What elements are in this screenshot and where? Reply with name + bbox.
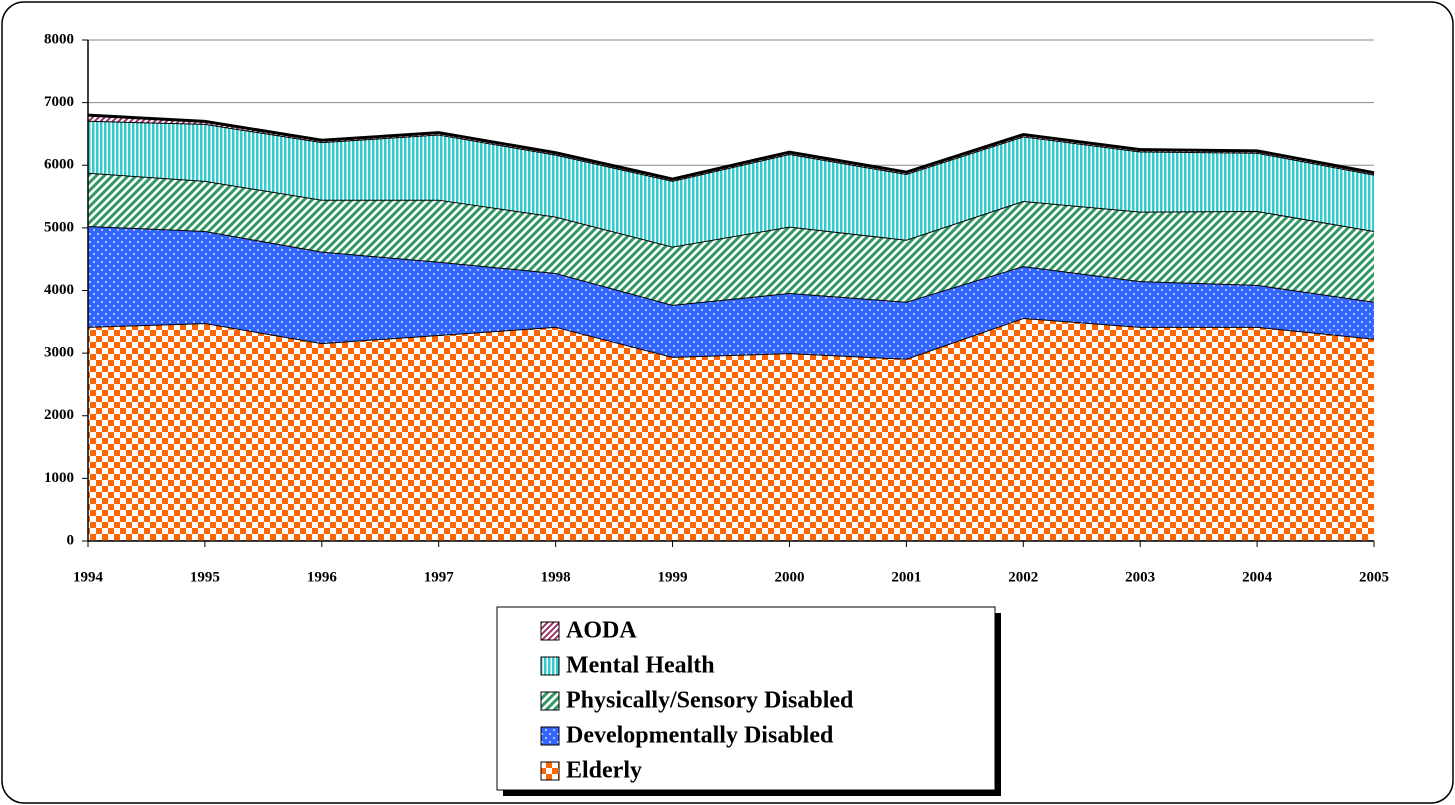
legend (496, 606, 996, 791)
x-tick-label: 1998 (541, 569, 571, 585)
x-tick-label: 1994 (73, 569, 104, 585)
legend-label: Mental Health (566, 653, 715, 679)
y-tick-label: 5000 (44, 219, 74, 235)
legend-label: Developmentally Disabled (566, 723, 834, 749)
x-tick-label: 2001 (891, 569, 921, 585)
x-tick-label: 2005 (1359, 569, 1389, 585)
x-tick-label: 2003 (1125, 569, 1155, 585)
y-tick-label: 4000 (44, 282, 74, 298)
y-tick-label: 3000 (44, 345, 74, 361)
x-tick-label: 1997 (424, 569, 455, 585)
y-tick-label: 7000 (44, 94, 74, 110)
x-tick-label: 1996 (307, 569, 338, 585)
x-tick-label: 2000 (774, 569, 804, 585)
legend-swatch (540, 691, 560, 711)
y-tick-label: 6000 (44, 157, 74, 173)
area-edge (87, 113, 1375, 181)
y-tick-label: 1000 (44, 470, 74, 486)
x-tick-label: 1995 (190, 569, 220, 585)
x-tick-label: 2004 (1242, 569, 1273, 585)
area (88, 172, 1374, 305)
legend-swatch (540, 726, 560, 746)
legend-label: Elderly (566, 758, 642, 784)
x-tick-label: 2002 (1008, 569, 1038, 585)
area (88, 225, 1374, 359)
legend-swatch (540, 761, 560, 781)
y-tick-label: 0 (67, 532, 75, 548)
area (88, 318, 1374, 541)
legend-label: AODA (566, 618, 637, 644)
legend-label: Physically/Sensory Disabled (566, 688, 854, 714)
y-tick-label: 8000 (44, 31, 74, 47)
legend-swatch (540, 656, 560, 676)
legend-swatch (540, 621, 560, 641)
y-tick-label: 2000 (44, 407, 74, 423)
area (88, 120, 1374, 247)
x-tick-label: 1999 (658, 569, 688, 585)
